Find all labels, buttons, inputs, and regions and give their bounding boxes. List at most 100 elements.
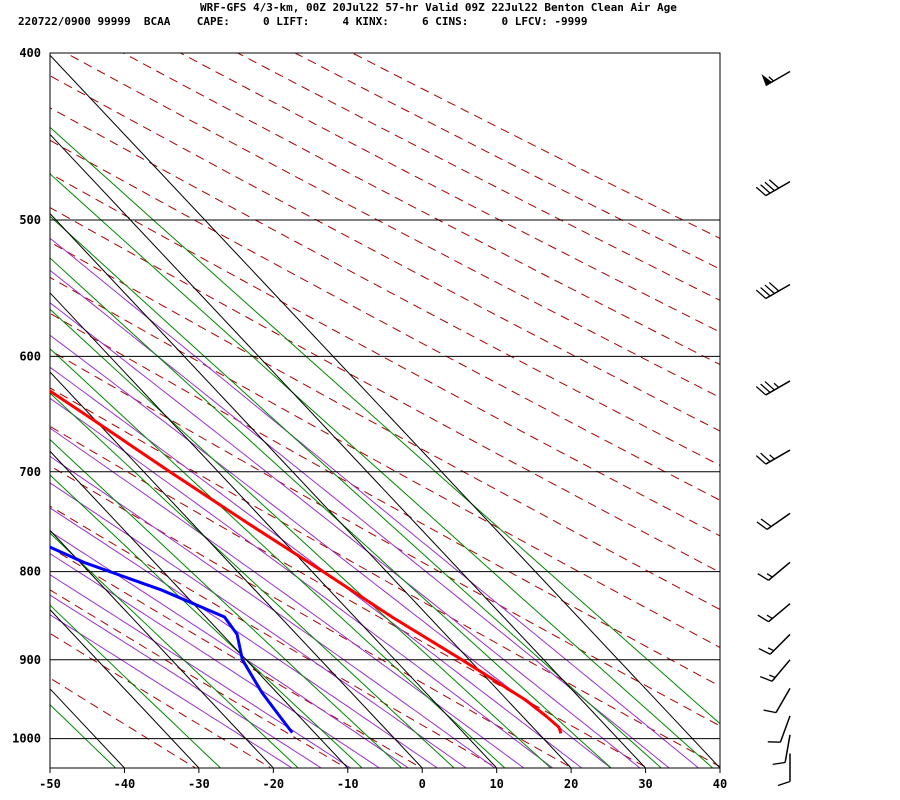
barb-staff: [769, 633, 791, 655]
moist-adiabat-line: [50, 366, 583, 768]
x-tick-label: -10: [337, 777, 359, 791]
barb-feather: [760, 287, 771, 297]
dry-adiabat-line: [50, 206, 720, 573]
wind-barb: [756, 512, 791, 531]
barb-staff: [775, 687, 791, 713]
y-tick-label: 400: [19, 46, 41, 60]
barb-staff: [784, 734, 791, 763]
y-tick-label: 800: [19, 565, 41, 579]
moist-adiabat-line: [50, 427, 525, 768]
dry-adiabat-line: [50, 505, 498, 768]
x-tick-label: -30: [188, 777, 210, 791]
dry-adiabat-line: [351, 53, 720, 239]
dry-adiabat-line: [50, 107, 720, 466]
barb-half-feather: [766, 614, 773, 620]
dry-adiabat-line: [294, 53, 720, 270]
barb-feather: [760, 383, 771, 393]
dry-adiabat-line: [50, 349, 720, 727]
y-tick-label: 1000: [12, 732, 41, 746]
header-indices-line: 220722/0900 99999 BCAA CAPE: 0 LIFT: 4 K…: [18, 15, 588, 28]
x-tick-label: 10: [489, 777, 503, 791]
barb-staff: [765, 449, 791, 465]
barb-staff: [768, 603, 791, 623]
isotherm-line: [50, 450, 349, 768]
isotherm-line: [50, 212, 572, 768]
barb-feather: [777, 780, 791, 787]
isotherm-line: [50, 608, 200, 768]
barb-feather: [763, 709, 777, 714]
y-tick-label: 600: [19, 349, 41, 363]
barb-staff: [765, 283, 791, 300]
mixing-ratio-line: [50, 215, 662, 768]
mixing-ratio-line: [50, 348, 506, 768]
barb-feather: [755, 289, 767, 299]
isotherm-line: [50, 292, 498, 768]
wind-barb: [761, 70, 791, 87]
isotherm-line: [50, 133, 646, 768]
wind-barb: [757, 561, 791, 581]
barb-feather: [760, 184, 771, 194]
mixing-ratio-line: [50, 173, 714, 768]
background-lines: [50, 53, 720, 768]
sounding-header: WRF-GFS 4/3-km, 00Z 20Jul22 57-hr Valid …: [0, 0, 900, 34]
barb-feather: [772, 761, 786, 765]
wind-barb: [755, 282, 791, 300]
mixing-ratio-line: [50, 704, 117, 768]
barb-pennant: [761, 74, 772, 86]
dewpoint-trace: [50, 545, 294, 734]
barb-half-feather: [767, 647, 775, 652]
isotherm-line: [50, 529, 274, 768]
barb-feather: [756, 521, 768, 530]
barb-staff: [766, 512, 791, 531]
barb-feather: [768, 179, 780, 189]
barb-feather: [757, 614, 769, 623]
moist-adiabat-line: [50, 302, 641, 768]
barb-feather: [755, 386, 767, 396]
dry-adiabat-line: [50, 241, 720, 611]
y-tick-label: 900: [19, 653, 41, 667]
moist-adiabat-line: [50, 614, 293, 768]
mixing-ratio-line: [50, 308, 552, 768]
moist-adiabat-line: [50, 553, 381, 768]
barb-staff: [768, 561, 791, 581]
wind-barbs: [755, 70, 791, 787]
mixing-ratio-line: [50, 257, 612, 768]
moist-adiabat-line: [50, 574, 352, 768]
barb-feather: [768, 282, 780, 292]
moist-adiabat-line: [50, 507, 439, 768]
dry-adiabat-line: [50, 75, 720, 432]
barb-staff: [765, 180, 791, 197]
header-title-line: WRF-GFS 4/3-km, 00Z 20Jul22 57-hr Valid …: [200, 1, 677, 14]
mixing-ratio-line: [50, 532, 299, 768]
barb-half-feather: [769, 674, 776, 679]
dry-adiabat-line: [50, 425, 649, 768]
dry-adiabat-line: [50, 546, 423, 768]
x-tick-labels: -50 -40 -30 -20 -10 0 10 20 30 40: [39, 768, 727, 791]
barb-staff: [765, 70, 791, 87]
x-tick-label: 20: [564, 777, 578, 791]
barb-feather: [758, 648, 771, 655]
moist-adiabat-line: [50, 455, 496, 768]
barb-feather: [759, 676, 773, 682]
wind-barb: [758, 633, 791, 655]
wind-barb: [772, 734, 791, 765]
moist-adiabat-line: [50, 397, 554, 768]
dry-adiabat-line: [50, 276, 720, 649]
barb-staff: [779, 715, 791, 743]
x-tick-label: -20: [262, 777, 284, 791]
barb-feather: [764, 381, 775, 391]
x-tick-label: 40: [713, 777, 727, 791]
x-tick-label: -40: [114, 777, 136, 791]
temperature-trace: [50, 389, 563, 734]
wind-barb: [759, 659, 791, 682]
barb-feather: [760, 518, 772, 528]
barb-feather: [764, 284, 775, 294]
barb-half-feather: [766, 573, 773, 578]
x-tick-label: 0: [419, 777, 426, 791]
dry-adiabat-line: [122, 53, 720, 366]
grid-lines: [50, 52, 720, 768]
moist-adiabat-line: [50, 237, 700, 768]
moist-adiabat-line: [50, 482, 467, 768]
wind-barb: [763, 687, 791, 714]
mixing-ratio-line: [50, 604, 222, 768]
